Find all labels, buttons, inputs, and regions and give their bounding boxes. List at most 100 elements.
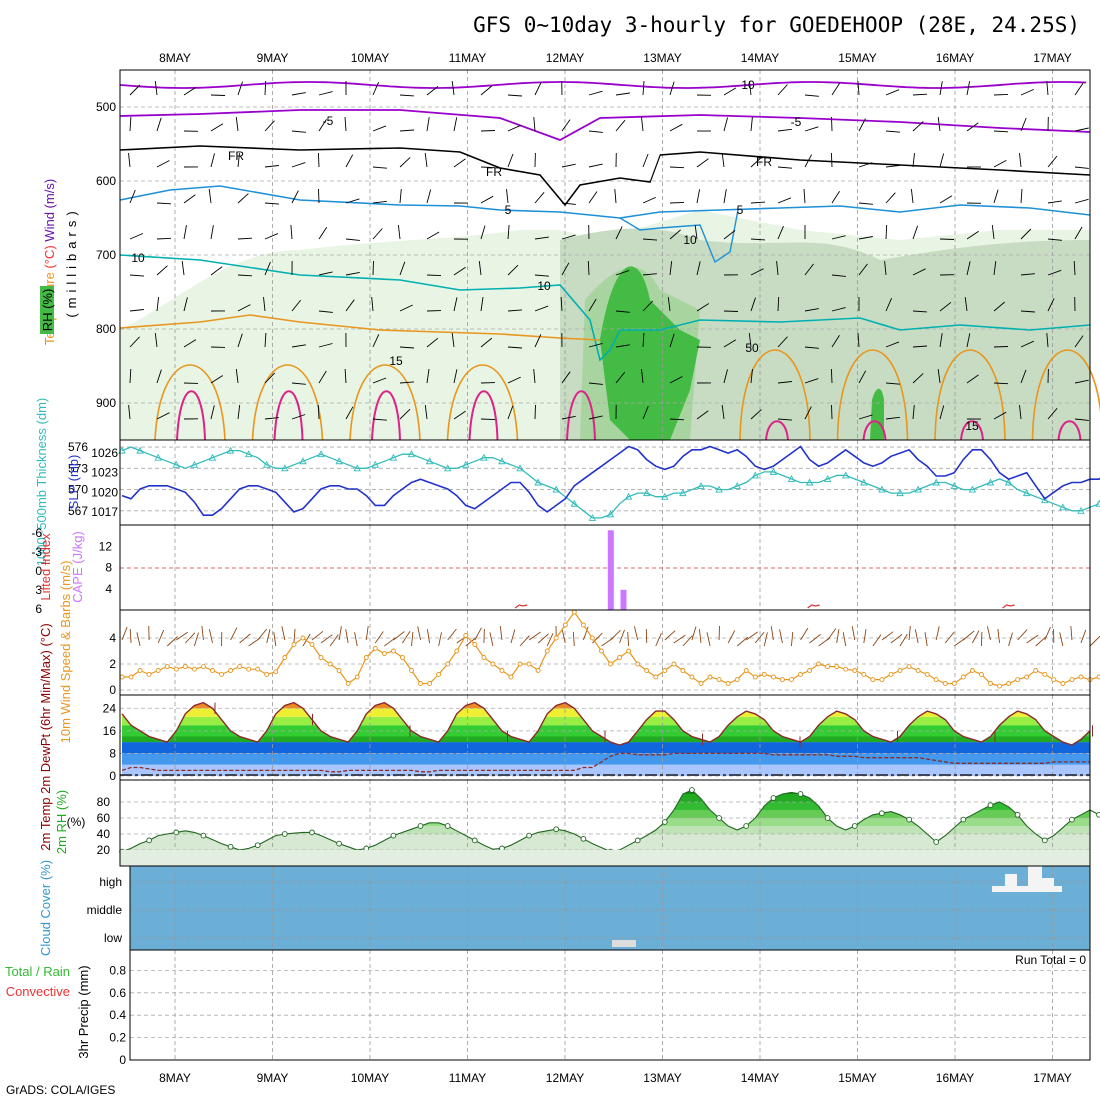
rh2m-unit: (%) [67,815,86,829]
bottom-date-15MAY: 15MAY [838,1071,876,1085]
wind-barb [1047,408,1058,420]
wind10m-barb [627,631,630,647]
thickness-point [208,453,217,461]
wind-barb [128,153,131,168]
li-mark [807,604,820,609]
wind-barb [885,192,896,204]
rh2m-point [309,829,315,836]
thickness-point [534,478,542,486]
wind-barb [777,197,792,204]
wind10m-point [1033,668,1039,673]
wind10m-point [1060,681,1066,686]
wind-barb [669,261,673,276]
contour-label: -5 [791,115,802,129]
wind10m-line [119,609,1100,689]
rh-band [122,810,1090,818]
contour-label: 15 [965,419,979,433]
precip-tick-0: 0 [119,1053,126,1067]
wind-barb [966,261,971,276]
wind-barb [129,233,144,240]
wind-barb [723,230,736,240]
wind10m-point [562,622,568,628]
wind10m-barb [273,632,277,647]
wind10m-point [608,661,613,667]
wind-barb [372,334,380,348]
rh2m-point [634,837,641,844]
wind10m-barb [899,633,908,647]
wind-barb [426,337,439,348]
wind-barb [507,346,523,349]
wind-barb [696,410,709,420]
wind10m-point [960,674,966,680]
wind10m-barb [208,629,213,644]
top-date-10MAY: 10MAY [351,51,389,65]
thickness-point [950,482,959,489]
cape-li-panel: -6 -3 0 3 6 12 8 4 Lifted Index CAPE (J/kg) [31,525,1090,616]
wind10m-point [942,681,948,686]
wind-barb [750,297,756,312]
wind-barb [993,93,1009,96]
wind10m-point [951,681,957,686]
wind10m-barb [736,636,749,647]
wind10m-point [1078,674,1084,680]
wind-barb [480,418,496,421]
wind-barb [156,202,172,205]
wind-barb [291,130,306,133]
wind-barb [750,201,766,204]
rh2m-point [200,832,207,839]
wind10m-point [363,655,369,660]
wind-barb [642,405,649,420]
wind-barb [129,189,136,204]
wind10m-point [273,669,279,675]
contour-label: 5 [737,203,744,217]
wind10m-point [436,671,442,677]
wind-barb [451,81,455,96]
wind-barb [615,371,626,384]
wind-barb [615,310,630,313]
rh2m-point [960,816,967,823]
wind-barb [993,189,999,204]
wind-barb [667,297,671,312]
wind10m-point [345,681,351,686]
upper-wind-barbs [128,80,1089,421]
cloud-cells [612,866,1062,947]
wind-barb [1047,298,1055,312]
wind10m-point [445,661,451,667]
wind-barb [1047,269,1062,276]
wind-barb [588,342,603,348]
wind-barb [237,193,249,204]
contour-15-bump [739,349,811,441]
cloud-tick-middle: middle [87,903,123,917]
wind-barb [615,92,630,96]
wind-barb [642,196,656,204]
wind10m-point [300,635,306,641]
wind10m-barb [1026,634,1039,644]
thickness-point [425,457,434,465]
wind-barb [615,344,630,348]
wind10m-barb [561,629,566,644]
temp2m-tick-8: 8 [109,746,116,760]
thickness-point [353,464,361,472]
wind-barb [777,296,780,312]
wind10m-barb [338,626,342,641]
precip-grid [130,950,1090,1061]
wind-barb [966,81,971,96]
wind-barb [507,94,523,97]
wind-barb [804,406,812,420]
thickness-point [787,475,796,482]
wind-barb [966,122,979,132]
thickness-point [281,464,289,472]
wind10m-barb [365,626,369,641]
wind-barb [291,344,306,348]
wind-word: Wind [42,212,57,242]
wind-barb [183,194,196,204]
wind-barb [235,369,239,384]
rh2m-point [987,802,994,809]
rh-legend-label: RH (%) [40,289,55,332]
wind10m-barb [754,631,765,644]
rh2m-point [444,823,451,829]
wind-barb [129,84,141,96]
bottom-date-labels: 8MAY 9MAY 10MAY 11MAY 12MAY 13MAY 14MAY 15MAY 16… [159,1071,1072,1085]
rh2m-point [770,795,777,801]
contour-15-bump [154,364,226,441]
